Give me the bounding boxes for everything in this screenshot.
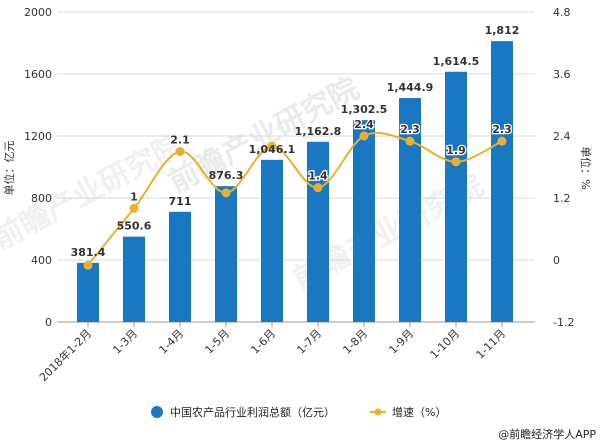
x-tick-label: 1-4月 xyxy=(156,327,186,357)
growth-data-label: 1.4 xyxy=(308,170,328,183)
y2-tick-label: 3.6 xyxy=(553,68,571,81)
y-tick-label: 1200 xyxy=(24,130,52,143)
growth-point xyxy=(359,131,369,141)
bar-data-label: 876.3 xyxy=(209,169,244,182)
growth-data-label: 1.9 xyxy=(446,144,466,157)
bar xyxy=(399,98,421,322)
y2-tick-label: 1.2 xyxy=(553,192,571,205)
legend-bar-marker xyxy=(151,406,163,418)
x-tick-label: 1-11月 xyxy=(473,327,508,362)
x-tick-label: 1-3月 xyxy=(110,327,140,357)
y2-axis-label: 单位：% xyxy=(579,146,593,189)
bar xyxy=(353,120,375,322)
bar xyxy=(77,262,99,322)
y2-tick-label: 0 xyxy=(553,254,560,267)
x-tick-label: 1-9月 xyxy=(386,327,416,357)
y2-tick-label: 4.8 xyxy=(553,6,571,19)
bar-data-label: 1,614.5 xyxy=(433,55,480,68)
bar-data-label: 1,046.1 xyxy=(249,143,296,156)
bar xyxy=(445,71,467,322)
growth-point xyxy=(405,136,415,146)
source-label: @前瞻经济学人APP xyxy=(498,427,596,441)
y2-tick-label: 2.4 xyxy=(553,130,571,143)
y-tick-label: 2000 xyxy=(24,6,52,19)
growth-data-label: 2.3 xyxy=(400,123,420,136)
growth-point xyxy=(267,141,277,151)
x-tick-label: 1-7月 xyxy=(294,327,324,357)
growth-data-label: 2.4 xyxy=(354,118,374,131)
growth-point xyxy=(497,136,507,146)
y-tick-label: 1600 xyxy=(24,68,52,81)
x-tick-label: 1-8月 xyxy=(340,327,370,357)
growth-data-label: 1 xyxy=(130,190,138,203)
growth-data-label: 2.3 xyxy=(492,123,512,136)
growth-point xyxy=(451,157,461,167)
bar-data-label: 1,444.9 xyxy=(387,81,434,94)
growth-point xyxy=(313,183,323,193)
y-axis-label: 单位：亿元 xyxy=(2,141,16,196)
x-tick-label: 1-5月 xyxy=(202,327,232,357)
legend-line-marker-dot xyxy=(374,408,382,416)
growth-point xyxy=(221,188,231,198)
growth-data-label: 2.1 xyxy=(170,134,190,147)
bar-data-label: 550.6 xyxy=(117,220,152,233)
bar-data-label: 381.4 xyxy=(71,246,106,259)
growth-point xyxy=(83,260,93,270)
y2-tick-label: -1.2 xyxy=(553,316,574,329)
legend-bar-label: 中国农产品行业利润总额（亿元） xyxy=(170,405,335,419)
growth-line xyxy=(87,131,503,266)
watermark-text: 前瞻产业研究院 xyxy=(0,128,189,257)
bar xyxy=(123,236,145,322)
x-tick-label: 1-10月 xyxy=(427,327,462,362)
bar-data-label: 1,162.8 xyxy=(295,125,342,138)
bar-data-label: 1,812 xyxy=(485,24,520,37)
bar-data-label: 1,302.5 xyxy=(341,103,388,116)
growth-point xyxy=(129,203,139,213)
bar xyxy=(215,186,237,322)
bar xyxy=(491,41,513,322)
y-tick-label: 800 xyxy=(31,192,52,205)
x-tick-label: 2018年1-2月 xyxy=(36,326,94,384)
x-tick-label: 1-6月 xyxy=(248,327,278,357)
bar xyxy=(261,159,283,322)
legend-line-label: 增速（%） xyxy=(392,405,446,419)
bar-data-label: 711 xyxy=(169,195,192,208)
growth-point xyxy=(175,147,185,156)
y-tick-label: 0 xyxy=(45,316,52,329)
bar xyxy=(169,211,191,322)
y-tick-label: 400 xyxy=(31,254,52,267)
